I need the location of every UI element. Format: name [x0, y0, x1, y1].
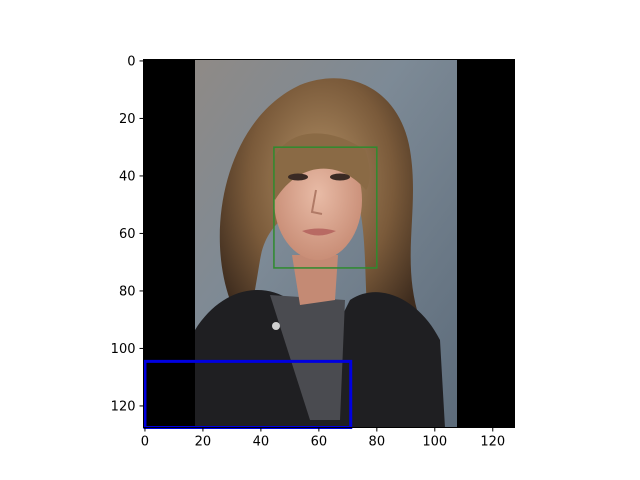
jacket: [195, 290, 445, 428]
left-padding: [143, 59, 195, 428]
mouth: [302, 228, 336, 236]
right-padding: [457, 59, 514, 428]
nose: [310, 189, 323, 215]
x-tick-label: 100: [422, 435, 447, 450]
bangs: [268, 133, 370, 200]
y-tick-label: 120: [111, 399, 136, 414]
photo-image: [143, 59, 514, 428]
y-tick-label: 100: [111, 342, 136, 357]
x-tick-label: 60: [311, 435, 328, 450]
y-tick-label: 40: [119, 169, 136, 184]
y-tick-label: 80: [119, 284, 136, 299]
right-eye: [330, 173, 350, 181]
neck: [292, 255, 338, 305]
x-tick-label: 20: [195, 435, 212, 450]
x-tick-label: 120: [480, 435, 505, 450]
pendant: [272, 322, 280, 330]
y-tick-label: 0: [127, 54, 135, 69]
axes-frame: [143, 59, 515, 428]
x-tick-label: 0: [141, 435, 149, 450]
x-axis: 0 20 40 60 80 100 120: [141, 427, 505, 450]
left-eye: [288, 173, 308, 181]
blouse: [270, 295, 345, 420]
x-tick-label: 80: [369, 435, 386, 450]
face-box: [273, 146, 378, 269]
y-axis: 0 20 40 60 80 100 120: [111, 54, 144, 414]
y-tick-label: 20: [119, 112, 136, 127]
y-tick-label: 60: [119, 227, 136, 242]
x-tick-label: 40: [253, 435, 270, 450]
